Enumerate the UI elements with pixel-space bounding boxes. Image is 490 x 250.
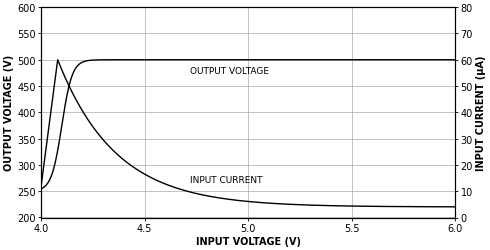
- Y-axis label: INPUT CURRENT (μA): INPUT CURRENT (μA): [476, 55, 486, 170]
- X-axis label: INPUT VOLTAGE (V): INPUT VOLTAGE (V): [196, 236, 301, 246]
- Text: OUTPUT VOLTAGE: OUTPUT VOLTAGE: [190, 66, 269, 76]
- Text: INPUT CURRENT: INPUT CURRENT: [190, 176, 263, 184]
- Y-axis label: OUTPUT VOLTAGE (V): OUTPUT VOLTAGE (V): [4, 55, 14, 171]
